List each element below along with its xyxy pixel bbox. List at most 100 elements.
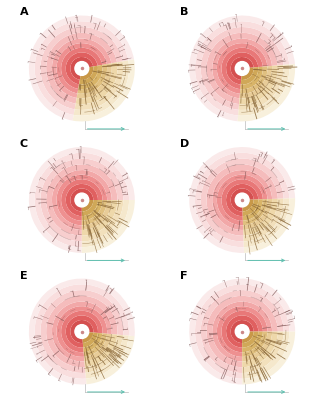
Wedge shape xyxy=(242,332,272,362)
Wedge shape xyxy=(243,198,284,242)
Wedge shape xyxy=(82,200,118,236)
Wedge shape xyxy=(52,302,112,362)
Wedge shape xyxy=(242,332,258,348)
Text: E: E xyxy=(20,270,27,280)
Wedge shape xyxy=(201,290,284,373)
Wedge shape xyxy=(85,335,123,373)
Wedge shape xyxy=(75,61,123,110)
Wedge shape xyxy=(82,200,135,253)
Wedge shape xyxy=(74,60,129,116)
Wedge shape xyxy=(241,67,258,84)
Wedge shape xyxy=(29,278,135,384)
Wedge shape xyxy=(242,332,263,352)
Wedge shape xyxy=(189,278,295,384)
Text: C: C xyxy=(20,139,28,149)
Wedge shape xyxy=(82,200,129,247)
Wedge shape xyxy=(82,200,112,230)
Wedge shape xyxy=(242,200,254,212)
Wedge shape xyxy=(29,147,135,253)
Wedge shape xyxy=(189,16,295,121)
Wedge shape xyxy=(66,184,98,216)
Wedge shape xyxy=(238,64,289,116)
Wedge shape xyxy=(189,147,295,253)
Wedge shape xyxy=(56,43,107,94)
Wedge shape xyxy=(217,43,267,94)
Circle shape xyxy=(235,193,249,207)
Wedge shape xyxy=(79,66,98,84)
Circle shape xyxy=(75,62,89,75)
Wedge shape xyxy=(240,66,268,94)
Wedge shape xyxy=(195,21,289,116)
Wedge shape xyxy=(78,65,103,89)
Wedge shape xyxy=(242,332,254,343)
Wedge shape xyxy=(201,158,284,242)
Wedge shape xyxy=(61,179,103,221)
Wedge shape xyxy=(226,184,258,216)
Wedge shape xyxy=(46,164,118,236)
Wedge shape xyxy=(231,320,254,343)
Wedge shape xyxy=(40,158,123,242)
Wedge shape xyxy=(56,175,107,225)
Wedge shape xyxy=(243,200,258,216)
Wedge shape xyxy=(221,179,263,221)
Wedge shape xyxy=(66,316,98,348)
Wedge shape xyxy=(243,199,272,230)
Wedge shape xyxy=(201,27,284,110)
Wedge shape xyxy=(77,64,107,94)
Wedge shape xyxy=(29,16,134,121)
Wedge shape xyxy=(82,200,123,242)
Wedge shape xyxy=(206,296,278,367)
Text: A: A xyxy=(20,8,28,18)
Wedge shape xyxy=(242,332,295,384)
Wedge shape xyxy=(242,332,278,367)
Wedge shape xyxy=(82,200,107,225)
Wedge shape xyxy=(195,284,289,379)
Wedge shape xyxy=(86,336,134,384)
Wedge shape xyxy=(35,284,129,379)
Wedge shape xyxy=(86,335,129,378)
Wedge shape xyxy=(61,48,102,89)
Wedge shape xyxy=(212,302,272,362)
Wedge shape xyxy=(243,199,278,236)
Wedge shape xyxy=(61,311,103,352)
Wedge shape xyxy=(82,200,93,212)
Wedge shape xyxy=(82,200,98,216)
Wedge shape xyxy=(83,332,98,348)
Wedge shape xyxy=(85,334,117,367)
Wedge shape xyxy=(243,199,268,225)
Circle shape xyxy=(235,325,249,338)
Wedge shape xyxy=(70,320,93,343)
Wedge shape xyxy=(244,198,289,247)
Wedge shape xyxy=(66,52,98,84)
Wedge shape xyxy=(242,332,289,379)
Wedge shape xyxy=(239,66,272,98)
Wedge shape xyxy=(226,316,258,348)
Wedge shape xyxy=(226,52,258,84)
Wedge shape xyxy=(237,64,295,122)
Wedge shape xyxy=(46,296,118,367)
Wedge shape xyxy=(238,65,284,110)
Wedge shape xyxy=(40,290,123,373)
Circle shape xyxy=(235,62,249,75)
Circle shape xyxy=(75,325,89,338)
Wedge shape xyxy=(83,333,102,352)
Wedge shape xyxy=(75,62,118,104)
Wedge shape xyxy=(212,38,272,98)
Wedge shape xyxy=(217,306,268,357)
Wedge shape xyxy=(70,57,93,80)
Wedge shape xyxy=(239,65,278,104)
Wedge shape xyxy=(35,153,129,247)
Text: F: F xyxy=(180,270,188,280)
Wedge shape xyxy=(242,332,284,373)
Circle shape xyxy=(75,193,89,207)
Wedge shape xyxy=(52,170,112,230)
Wedge shape xyxy=(40,27,123,109)
Wedge shape xyxy=(242,332,268,357)
Wedge shape xyxy=(84,333,107,357)
Wedge shape xyxy=(80,66,93,80)
Wedge shape xyxy=(73,59,135,122)
Wedge shape xyxy=(77,63,112,98)
Wedge shape xyxy=(221,311,263,352)
Wedge shape xyxy=(206,33,278,104)
Wedge shape xyxy=(212,170,272,230)
